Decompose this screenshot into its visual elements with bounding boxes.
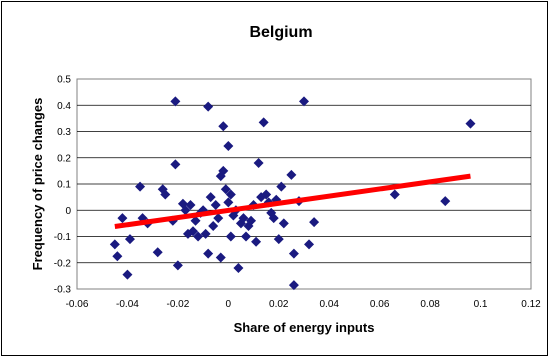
trendline xyxy=(114,173,471,230)
x-tick-label: 0.1 xyxy=(474,299,488,310)
data-point xyxy=(109,239,120,250)
data-point xyxy=(122,269,133,280)
data-point xyxy=(268,213,279,224)
trendline-layer xyxy=(114,173,471,230)
data-point xyxy=(152,247,163,258)
data-point xyxy=(218,121,229,132)
x-axis-ticks: -0.06 -0.04 -0.02 0 0.02 0.04 0.06 0.08 0.1 0.12 xyxy=(66,299,542,310)
data-point xyxy=(203,101,214,112)
data-point xyxy=(286,169,297,180)
data-point xyxy=(193,231,204,242)
y-axis-label: Frequency of price changes xyxy=(30,98,45,271)
data-point xyxy=(288,280,299,291)
scatter-points xyxy=(109,96,476,291)
data-point xyxy=(208,221,219,231)
x-tick-label: 0 xyxy=(226,299,232,310)
x-tick-label: 0.08 xyxy=(420,299,440,310)
data-point xyxy=(223,140,234,151)
data-point xyxy=(218,165,229,176)
data-point xyxy=(160,189,171,200)
chart-title: Belgium xyxy=(249,24,312,41)
y-tick-label: 0.3 xyxy=(57,127,71,138)
x-tick-label: -0.04 xyxy=(116,299,139,310)
x-tick-label: -0.02 xyxy=(166,299,189,310)
data-point xyxy=(188,226,199,237)
data-point xyxy=(180,205,191,216)
data-point xyxy=(200,228,211,239)
data-point xyxy=(261,189,272,200)
data-point xyxy=(112,251,123,262)
data-point xyxy=(117,213,128,224)
data-point xyxy=(170,159,181,170)
data-point xyxy=(299,96,309,107)
y-tick-label: 0.2 xyxy=(57,153,71,164)
data-point xyxy=(240,231,251,242)
data-point xyxy=(273,234,284,245)
data-point xyxy=(278,218,289,229)
x-tick-label: 0.12 xyxy=(521,299,541,310)
y-tick-label: 0.1 xyxy=(57,180,71,191)
data-point xyxy=(246,215,257,226)
data-point xyxy=(223,197,234,208)
data-point xyxy=(225,231,236,242)
data-point xyxy=(215,252,226,263)
data-point xyxy=(124,234,135,245)
data-point xyxy=(225,189,236,200)
data-point xyxy=(440,196,451,207)
x-tick-label: 0.06 xyxy=(370,299,390,310)
y-tick-label: -0.1 xyxy=(54,232,72,243)
data-point xyxy=(190,215,201,226)
data-point xyxy=(135,181,146,192)
data-point xyxy=(251,236,262,247)
data-point xyxy=(389,189,400,200)
data-point xyxy=(203,248,214,259)
data-point xyxy=(170,96,181,107)
y-tick-label: -0.2 xyxy=(54,258,72,269)
y-axis-ticks: 0.5 0.4 0.3 0.2 0.1 0 -0.1 -0.2 -0.3 xyxy=(54,75,72,296)
data-point xyxy=(276,181,287,192)
x-tick-label: -0.06 xyxy=(66,299,89,310)
data-point xyxy=(309,217,320,228)
data-point xyxy=(238,213,249,224)
x-axis-label: Share of energy inputs xyxy=(234,320,375,335)
gridlines xyxy=(77,104,531,264)
x-tick-label: 0.02 xyxy=(269,299,289,310)
y-tick-label: 0.4 xyxy=(57,101,71,112)
data-point xyxy=(213,213,224,224)
data-point xyxy=(233,263,244,273)
y-tick-label: 0.5 xyxy=(57,75,71,86)
x-tick-label: 0.04 xyxy=(319,299,339,310)
data-point xyxy=(172,260,183,271)
data-point xyxy=(253,158,264,168)
data-point xyxy=(220,184,231,195)
data-point xyxy=(205,192,216,203)
y-tick-label: 0 xyxy=(65,206,71,217)
data-point xyxy=(210,200,221,210)
data-point xyxy=(288,248,299,259)
y-tick-label: -0.3 xyxy=(54,285,72,296)
data-point xyxy=(304,239,315,250)
data-point xyxy=(185,200,196,210)
data-point xyxy=(258,117,269,128)
data-point xyxy=(465,118,476,129)
